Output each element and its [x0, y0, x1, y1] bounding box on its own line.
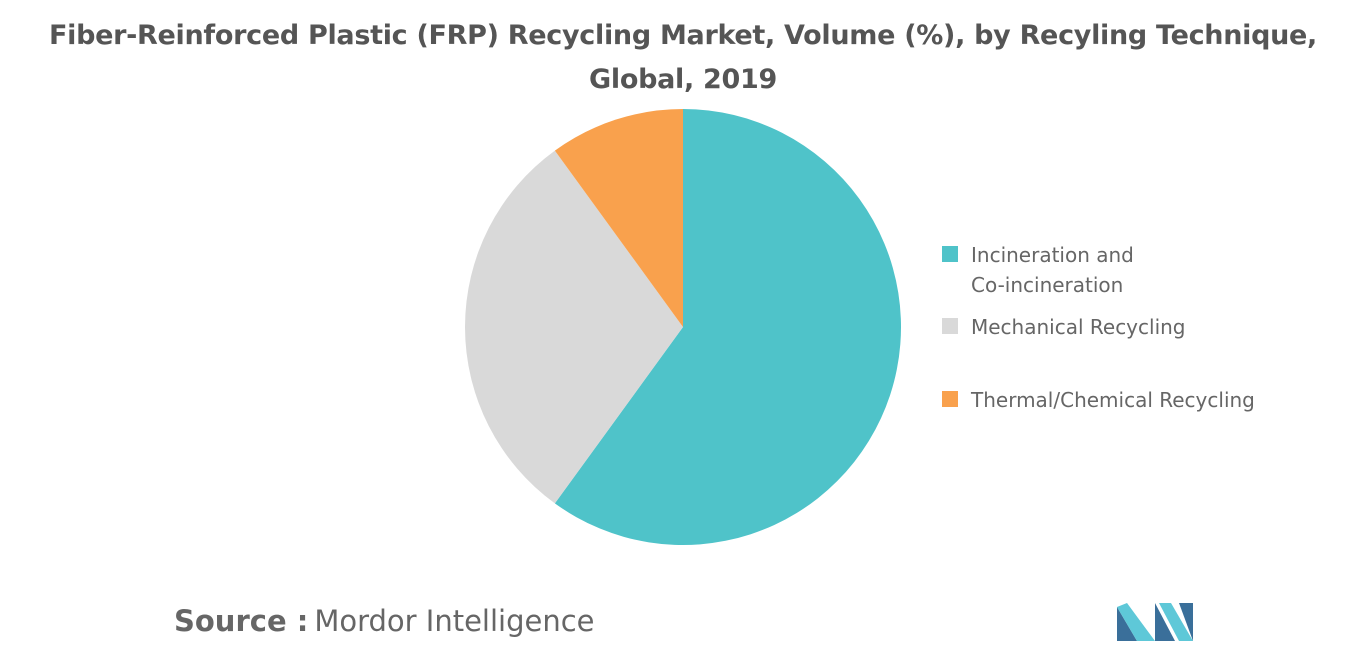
chart-title-line-2: Global, 2019 [589, 64, 777, 95]
legend-label-mechanical: Mechanical Recycling [971, 315, 1186, 339]
pie-chart [465, 109, 901, 545]
pie-slice-mechanical [465, 150, 683, 504]
logo-shape-mid-accent [1159, 603, 1193, 641]
legend-label-incineration: Incineration and Co-incineration [971, 240, 1271, 300]
legend-label-thermal-chemical: Thermal/Chemical Recycling [971, 388, 1255, 412]
source-value: Mordor Intelligence [314, 604, 595, 638]
legend-label-incineration-line-1: Incineration and [971, 243, 1134, 267]
legend-swatch-mechanical [942, 318, 958, 334]
legend-item-incineration: Incineration and Co-incineration [942, 240, 1271, 300]
logo-shape-left-accent [1117, 603, 1155, 641]
logo-shape-mid [1155, 603, 1175, 641]
pie-slice-incineration [554, 109, 901, 545]
mordor-intelligence-logo-icon [1117, 603, 1193, 641]
pie-slice-thermal-chemical [554, 109, 683, 327]
legend-swatch-incineration [942, 246, 958, 262]
legend-item-mechanical: Mechanical Recycling [942, 312, 1271, 342]
legend-item-thermal-chemical: Thermal/Chemical Recycling [942, 385, 1271, 415]
source-note: Source : Mordor Intelligence [174, 604, 595, 638]
legend-label-incineration-line-2: Co-incineration [971, 273, 1124, 297]
chart-title-line-1: Fiber-Reinforced Plastic (FRP) Recycling… [48, 20, 1318, 51]
chart-title: Fiber-Reinforced Plastic (FRP) Recycling… [20, 14, 1346, 102]
legend-swatch-thermal-chemical [942, 391, 958, 407]
logo-shape-right [1179, 603, 1193, 641]
source-label: Source : [174, 604, 309, 638]
